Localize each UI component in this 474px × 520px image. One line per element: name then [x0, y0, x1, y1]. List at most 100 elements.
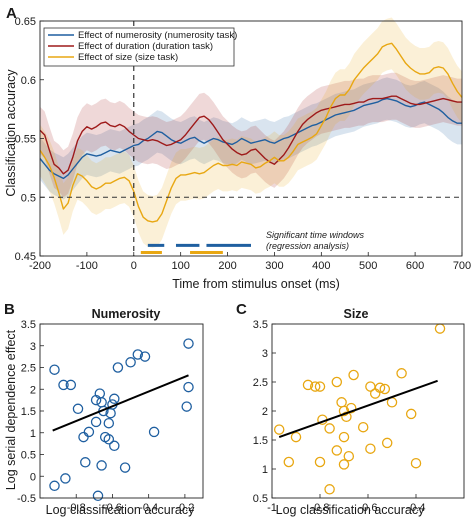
scatter-point: [181, 401, 192, 412]
x-tick-label: -0.6: [103, 502, 122, 514]
x-tick-label: 100: [171, 260, 189, 272]
panel-b-title: Numerosity: [92, 307, 161, 321]
scatter-point: [125, 357, 136, 368]
scatter-point: [109, 393, 120, 405]
scatter-point: [381, 437, 393, 449]
y-tick-label: 2.5: [253, 377, 268, 389]
scatter-point: [92, 490, 104, 502]
x-tick-label: -0.4: [139, 502, 158, 514]
x-tick-label: -0.8: [311, 502, 330, 514]
y-tick-label: 0.55: [15, 134, 36, 146]
legend-label-numerosity: Effect of numerosity (numerosity task): [78, 30, 237, 41]
legend-label-size: Effect of size (size task): [78, 52, 178, 63]
scatter-point: [283, 456, 295, 468]
panel-a-confidence-bands: [40, 17, 462, 248]
plot-frame: [271, 323, 465, 499]
significance-note-line-1: Significant time windows: [266, 230, 365, 240]
y-tick-label: -0.5: [17, 493, 36, 505]
panel-a-label: A: [6, 5, 17, 22]
x-tick-label: 500: [359, 260, 377, 272]
y-tick-label: 1: [30, 428, 36, 440]
y-tick-label: 0.5: [253, 493, 268, 505]
scatter-point: [396, 368, 407, 379]
regression-line: [52, 374, 189, 432]
panel-b-x-axis-label: Log classification accuracy: [46, 503, 195, 517]
scatter-point: [379, 383, 391, 395]
x-tick-label: -0.2: [175, 502, 194, 514]
panel-a-y-axis-label: Classification accuracy: [4, 69, 18, 197]
panel-c: C Size Log classification accuracy -1 -0.…: [236, 301, 465, 517]
band-size: [40, 17, 462, 248]
scatter-point: [109, 440, 120, 452]
scatter-point: [78, 431, 89, 443]
scatter-point: [336, 397, 347, 408]
y-tick-label: 1.5: [253, 435, 268, 447]
scatter-point: [343, 450, 355, 462]
scatter-point: [132, 349, 144, 360]
panel-a-axes: -200 -100 0 100 200 300 400 500 600 700 0.45 0.5 0.5…: [15, 16, 472, 272]
band-duration: [40, 72, 462, 198]
panel-b-label: B: [4, 301, 15, 318]
scatter-point: [83, 426, 95, 438]
scatter-point: [49, 364, 60, 375]
panel-b: B Numerosity Log serial dependence effec…: [4, 301, 204, 517]
line-numerosity: [39, 97, 462, 180]
panel-b-plot: -0.8 -0.6 -0.4 -0.2 -0.5 0 0.5 1 1.5 2 2.5 3 3.5: [17, 319, 204, 514]
scatter-point: [369, 388, 381, 399]
scatter-point: [302, 379, 314, 391]
band-numerosity: [40, 77, 462, 200]
line-size: [39, 42, 463, 223]
y-tick-label: 2: [262, 406, 268, 418]
scatter-point: [314, 381, 326, 392]
x-tick-label: 300: [265, 260, 283, 272]
legend-label-duration: Effect of duration (duration task): [78, 41, 213, 52]
y-tick-label: 0.65: [15, 16, 36, 28]
scatter-point: [324, 423, 335, 434]
y-tick-label: 0.5: [21, 192, 36, 204]
panel-c-x-axis-label: Log classification accuracy: [276, 503, 425, 517]
scatter-point: [338, 459, 350, 470]
scatter-point: [96, 460, 107, 471]
scatter-point: [309, 381, 321, 392]
significance-note-line-2: (regression analysis): [266, 241, 349, 251]
scatter-point: [72, 403, 84, 415]
legend-box: [43, 27, 235, 67]
panel-b-y-axis-label: Log serial dependence effect: [4, 329, 18, 490]
scatter-point: [345, 402, 357, 414]
scatter-point: [331, 376, 343, 388]
line-duration: [39, 95, 462, 175]
scatter-point: [183, 381, 194, 393]
scatter-point: [273, 424, 285, 435]
x-tick-label: 700: [453, 260, 471, 272]
scatter-point: [338, 431, 350, 443]
scatter-point: [112, 362, 124, 373]
scatter-point: [434, 323, 446, 334]
scatter-point: [139, 351, 151, 362]
x-tick-label: 0: [131, 260, 137, 272]
scatter-point: [96, 397, 107, 408]
y-tick-label: 2.5: [21, 363, 36, 375]
scatter-point: [410, 457, 422, 469]
x-tick-label: 600: [406, 260, 424, 272]
panel-a-series-lines: [39, 42, 463, 223]
plot-frame: [39, 323, 204, 499]
x-tick-label: 400: [312, 260, 330, 272]
y-tick-label: 0.45: [15, 251, 36, 263]
scatter-point: [357, 421, 369, 433]
x-tick-label: -0.8: [67, 502, 86, 514]
scatter-point: [290, 431, 302, 443]
scatter-point: [331, 445, 343, 456]
panel-a-significance-bars: [140, 243, 251, 254]
x-tick-label: -1: [267, 502, 277, 514]
scatter-point: [90, 394, 102, 406]
scatter-point: [348, 369, 359, 381]
y-tick-label: 3: [262, 348, 268, 360]
y-tick-label: 3.5: [253, 319, 268, 331]
x-tick-label: -0.4: [407, 502, 426, 514]
scatter-point: [65, 379, 77, 391]
scatter-point: [183, 338, 194, 349]
y-tick-label: 0: [30, 471, 36, 483]
panel-c-title: Size: [343, 307, 368, 321]
panel-c-plot: -1 -0.8 -0.6 -0.4 0.5 1 1.5 2 2.5 3 3.5: [253, 319, 465, 514]
